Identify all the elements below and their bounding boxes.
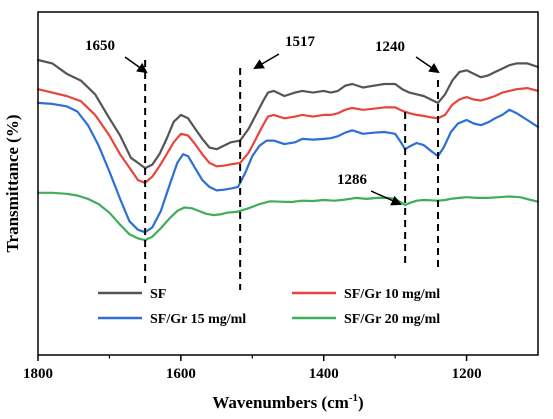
peak-arrow-2	[253, 53, 280, 70]
series-line-3	[36, 101, 540, 234]
x-tick-label-3: 1400	[309, 366, 339, 382]
x-tick-label-4: 1200	[452, 366, 482, 382]
x-axis-label: Wavenumbers (cm-1)	[212, 392, 363, 412]
x-axis-label-close: )	[358, 393, 364, 412]
legend-label-1: SF	[150, 287, 166, 302]
legend-label-2: SF/Gr 10 mg/ml	[344, 287, 440, 302]
peak-annotations: 1650 1517 1240 1286	[85, 34, 440, 290]
peak-label-3: 1240	[375, 39, 405, 55]
peak-arrow-4	[370, 190, 402, 206]
series-line-4	[36, 191, 540, 242]
x-axis-ticks: 1800 1600 1400 1200	[23, 355, 482, 382]
legend-label-4: SF/Gr 20 mg/ml	[344, 312, 440, 327]
peak-label-2: 1517	[285, 34, 316, 50]
x-tick-label-1: 1800	[23, 366, 53, 382]
series-line-1	[36, 58, 540, 170]
legend: SF SF/Gr 10 mg/ml SF/Gr 15 mg/ml SF/Gr 20 m…	[98, 287, 440, 327]
spectra-lines	[36, 58, 540, 242]
y-axis-label: Transmittance (%)	[3, 114, 22, 252]
legend-label-3: SF/Gr 15 mg/ml	[150, 312, 246, 327]
peak-arrow-1	[124, 56, 148, 74]
x-axis-label-superscript: -1	[349, 392, 358, 404]
series-line-2	[36, 87, 540, 184]
x-axis-label-text: Wavenumbers (cm	[212, 393, 348, 412]
peak-label-1: 1650	[85, 38, 115, 54]
plot-area-frame	[37, 11, 539, 356]
x-tick-label-2: 1600	[166, 366, 196, 382]
peak-label-4: 1286	[337, 172, 368, 188]
peak-arrow-3	[415, 56, 440, 74]
